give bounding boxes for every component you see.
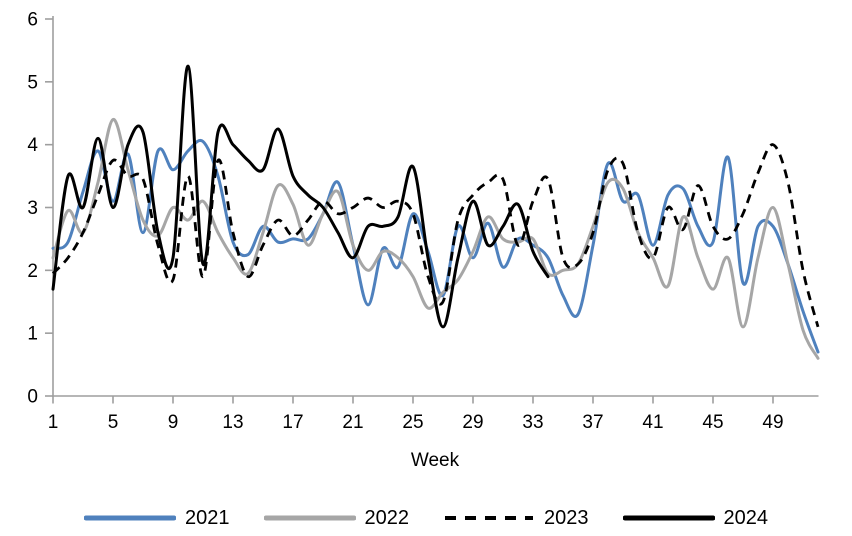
legend-line-sample-2022 — [263, 515, 356, 521]
x-tick-label: 45 — [702, 412, 723, 433]
x-tick-label: 37 — [582, 412, 603, 433]
legend-item-2023: 2023 — [443, 508, 589, 528]
x-tick-label: 25 — [402, 412, 423, 433]
chart-legend: 2021 2022 2023 2024 — [0, 508, 852, 528]
x-tick-label: 5 — [108, 412, 119, 433]
x-axis-title: Week — [411, 450, 460, 471]
legend-item-2024: 2024 — [622, 507, 769, 529]
x-tick-label: 29 — [462, 412, 483, 433]
x-tick-label: 9 — [168, 412, 179, 433]
x-tick-label: 17 — [282, 412, 303, 433]
y-tick-label: 0 — [27, 387, 38, 408]
y-tick-label: 6 — [27, 10, 38, 31]
x-tick-label: 33 — [522, 412, 543, 433]
legend-label-2023: 2023 — [544, 507, 589, 529]
series-line-2024 — [51, 64, 550, 329]
legend-line-sample-2023 — [445, 516, 533, 520]
x-tick-label: 41 — [642, 412, 663, 433]
legend-line-sample-2021 — [84, 515, 176, 521]
x-tick-label: 1 — [48, 412, 59, 433]
x-tick-label: 13 — [222, 412, 243, 433]
y-tick-label: 2 — [27, 261, 38, 282]
x-tick-label: 21 — [342, 412, 363, 433]
legend-label-2021: 2021 — [185, 507, 230, 529]
x-tick-label: 49 — [762, 412, 783, 433]
y-tick-label: 3 — [27, 198, 38, 219]
y-tick-label: 1 — [27, 324, 38, 345]
series-line-2022 — [51, 118, 820, 360]
y-tick-label: 4 — [27, 135, 38, 156]
legend-item-2022: 2022 — [263, 507, 410, 529]
series-line-2021 — [51, 139, 820, 354]
legend-label-2022: 2022 — [364, 507, 410, 529]
legend-item-2021: 2021 — [84, 508, 230, 528]
legend-line-sample-2024 — [622, 515, 715, 521]
y-tick-label: 5 — [27, 72, 38, 93]
legend-label-2024: 2024 — [723, 507, 769, 529]
